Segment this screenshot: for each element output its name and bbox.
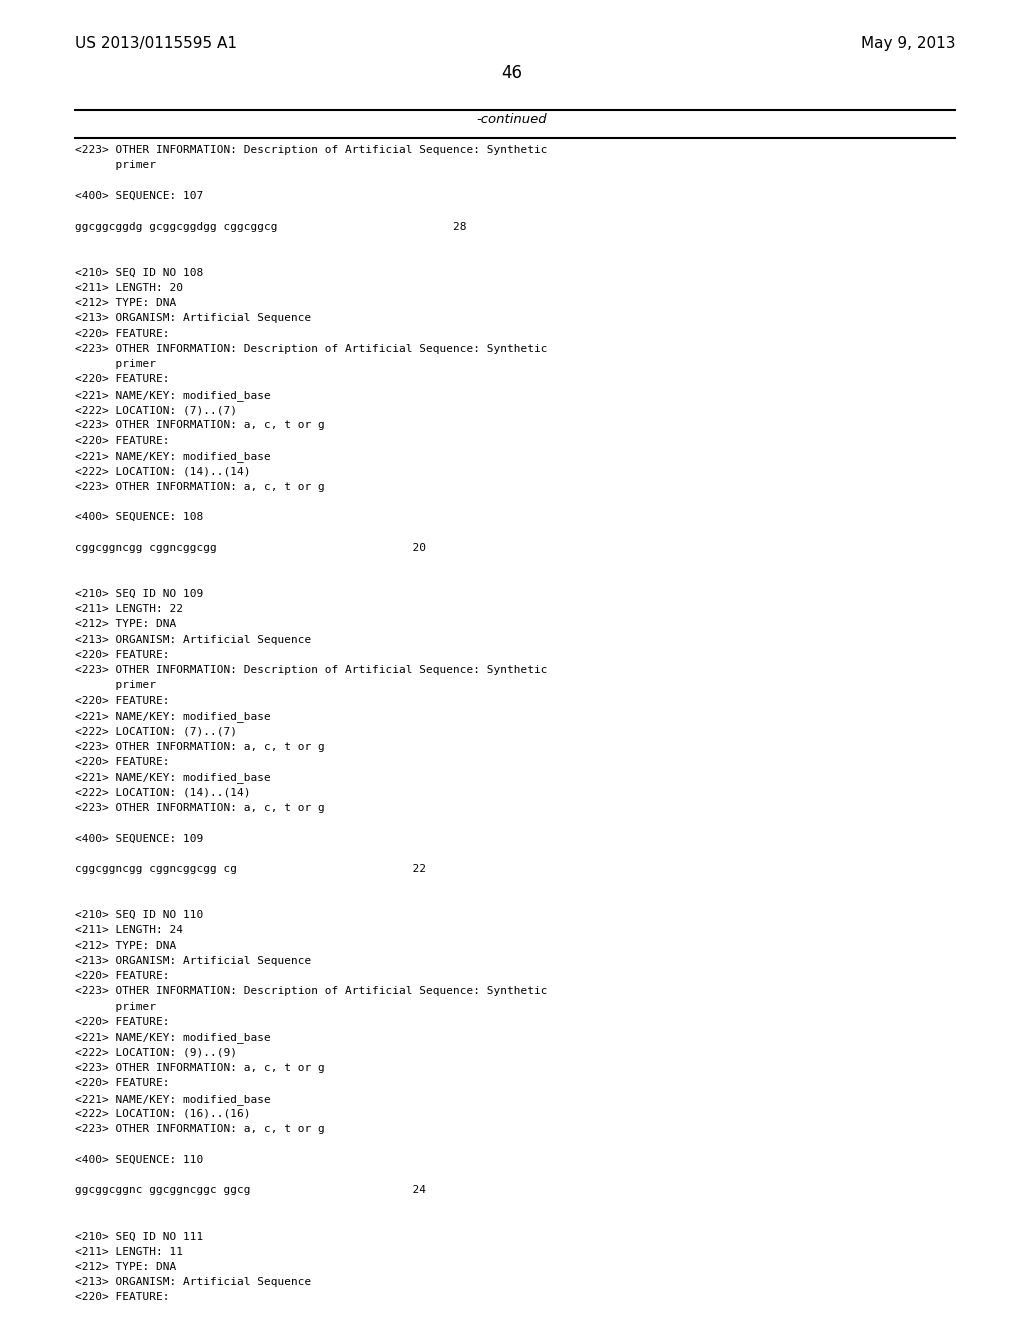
Text: <223> OTHER INFORMATION: a, c, t or g: <223> OTHER INFORMATION: a, c, t or g — [75, 1063, 325, 1073]
Text: <213> ORGANISM: Artificial Sequence: <213> ORGANISM: Artificial Sequence — [75, 635, 311, 644]
Text: <210> SEQ ID NO 110: <210> SEQ ID NO 110 — [75, 909, 203, 920]
Text: <223> OTHER INFORMATION: Description of Artificial Sequence: Synthetic: <223> OTHER INFORMATION: Description of … — [75, 345, 548, 354]
Text: <222> LOCATION: (16)..(16): <222> LOCATION: (16)..(16) — [75, 1109, 251, 1119]
Text: <400> SEQUENCE: 109: <400> SEQUENCE: 109 — [75, 833, 203, 843]
Text: primer: primer — [75, 359, 156, 370]
Text: <211> LENGTH: 24: <211> LENGTH: 24 — [75, 925, 183, 936]
Text: <400> SEQUENCE: 108: <400> SEQUENCE: 108 — [75, 512, 203, 523]
Text: <221> NAME/KEY: modified_base: <221> NAME/KEY: modified_base — [75, 451, 270, 462]
Text: cggcggncgg cggncggcgg cg                          22: cggcggncgg cggncggcgg cg 22 — [75, 865, 426, 874]
Text: <211> LENGTH: 22: <211> LENGTH: 22 — [75, 605, 183, 614]
Text: <212> TYPE: DNA: <212> TYPE: DNA — [75, 1262, 176, 1272]
Text: <220> FEATURE:: <220> FEATURE: — [75, 1018, 170, 1027]
Text: <220> FEATURE:: <220> FEATURE: — [75, 1078, 170, 1088]
Text: <211> LENGTH: 11: <211> LENGTH: 11 — [75, 1246, 183, 1257]
Text: <213> ORGANISM: Artificial Sequence: <213> ORGANISM: Artificial Sequence — [75, 956, 311, 966]
Text: <222> LOCATION: (7)..(7): <222> LOCATION: (7)..(7) — [75, 405, 237, 414]
Text: <222> LOCATION: (9)..(9): <222> LOCATION: (9)..(9) — [75, 1048, 237, 1057]
Text: <212> TYPE: DNA: <212> TYPE: DNA — [75, 941, 176, 950]
Text: <210> SEQ ID NO 108: <210> SEQ ID NO 108 — [75, 268, 203, 277]
Text: <223> OTHER INFORMATION: a, c, t or g: <223> OTHER INFORMATION: a, c, t or g — [75, 420, 325, 430]
Text: US 2013/0115595 A1: US 2013/0115595 A1 — [75, 36, 237, 51]
Text: <222> LOCATION: (14)..(14): <222> LOCATION: (14)..(14) — [75, 466, 251, 477]
Text: <223> OTHER INFORMATION: Description of Artificial Sequence: Synthetic: <223> OTHER INFORMATION: Description of … — [75, 986, 548, 997]
Text: <213> ORGANISM: Artificial Sequence: <213> ORGANISM: Artificial Sequence — [75, 313, 311, 323]
Text: May 9, 2013: May 9, 2013 — [860, 36, 955, 51]
Text: <213> ORGANISM: Artificial Sequence: <213> ORGANISM: Artificial Sequence — [75, 1278, 311, 1287]
Text: <220> FEATURE:: <220> FEATURE: — [75, 329, 170, 339]
Text: <221> NAME/KEY: modified_base: <221> NAME/KEY: modified_base — [75, 1093, 270, 1105]
Text: cggcggncgg cggncggcgg                             20: cggcggncgg cggncggcgg 20 — [75, 543, 426, 553]
Text: <223> OTHER INFORMATION: Description of Artificial Sequence: Synthetic: <223> OTHER INFORMATION: Description of … — [75, 145, 548, 154]
Text: <223> OTHER INFORMATION: a, c, t or g: <223> OTHER INFORMATION: a, c, t or g — [75, 742, 325, 751]
Text: <220> FEATURE:: <220> FEATURE: — [75, 756, 170, 767]
Text: <220> FEATURE:: <220> FEATURE: — [75, 1292, 170, 1303]
Text: <223> OTHER INFORMATION: a, c, t or g: <223> OTHER INFORMATION: a, c, t or g — [75, 1125, 325, 1134]
Text: <221> NAME/KEY: modified_base: <221> NAME/KEY: modified_base — [75, 1032, 270, 1043]
Text: ggcggcggdg gcggcggdgg cggcggcg                          28: ggcggcggdg gcggcggdgg cggcggcg 28 — [75, 222, 467, 231]
Text: ggcggcggnc ggcggncggc ggcg                        24: ggcggcggnc ggcggncggc ggcg 24 — [75, 1185, 426, 1196]
Text: <220> FEATURE:: <220> FEATURE: — [75, 696, 170, 706]
Text: <221> NAME/KEY: modified_base: <221> NAME/KEY: modified_base — [75, 389, 270, 401]
Text: <220> FEATURE:: <220> FEATURE: — [75, 375, 170, 384]
Text: <220> FEATURE:: <220> FEATURE: — [75, 649, 170, 660]
Text: <400> SEQUENCE: 110: <400> SEQUENCE: 110 — [75, 1155, 203, 1164]
Text: <212> TYPE: DNA: <212> TYPE: DNA — [75, 619, 176, 630]
Text: <220> FEATURE:: <220> FEATURE: — [75, 972, 170, 981]
Text: primer: primer — [75, 160, 156, 170]
Text: <222> LOCATION: (14)..(14): <222> LOCATION: (14)..(14) — [75, 788, 251, 797]
Text: <223> OTHER INFORMATION: Description of Artificial Sequence: Synthetic: <223> OTHER INFORMATION: Description of … — [75, 665, 548, 676]
Text: <223> OTHER INFORMATION: a, c, t or g: <223> OTHER INFORMATION: a, c, t or g — [75, 803, 325, 813]
Text: 46: 46 — [502, 63, 522, 82]
Text: <210> SEQ ID NO 111: <210> SEQ ID NO 111 — [75, 1232, 203, 1241]
Text: primer: primer — [75, 1002, 156, 1012]
Text: <221> NAME/KEY: modified_base: <221> NAME/KEY: modified_base — [75, 711, 270, 722]
Text: <210> SEQ ID NO 109: <210> SEQ ID NO 109 — [75, 589, 203, 599]
Text: primer: primer — [75, 681, 156, 690]
Text: <221> NAME/KEY: modified_base: <221> NAME/KEY: modified_base — [75, 772, 270, 783]
Text: <211> LENGTH: 20: <211> LENGTH: 20 — [75, 282, 183, 293]
Text: -continued: -continued — [477, 114, 547, 125]
Text: <212> TYPE: DNA: <212> TYPE: DNA — [75, 298, 176, 308]
Text: <222> LOCATION: (7)..(7): <222> LOCATION: (7)..(7) — [75, 726, 237, 737]
Text: <223> OTHER INFORMATION: a, c, t or g: <223> OTHER INFORMATION: a, c, t or g — [75, 482, 325, 491]
Text: <220> FEATURE:: <220> FEATURE: — [75, 436, 170, 446]
Text: <400> SEQUENCE: 107: <400> SEQUENCE: 107 — [75, 191, 203, 201]
